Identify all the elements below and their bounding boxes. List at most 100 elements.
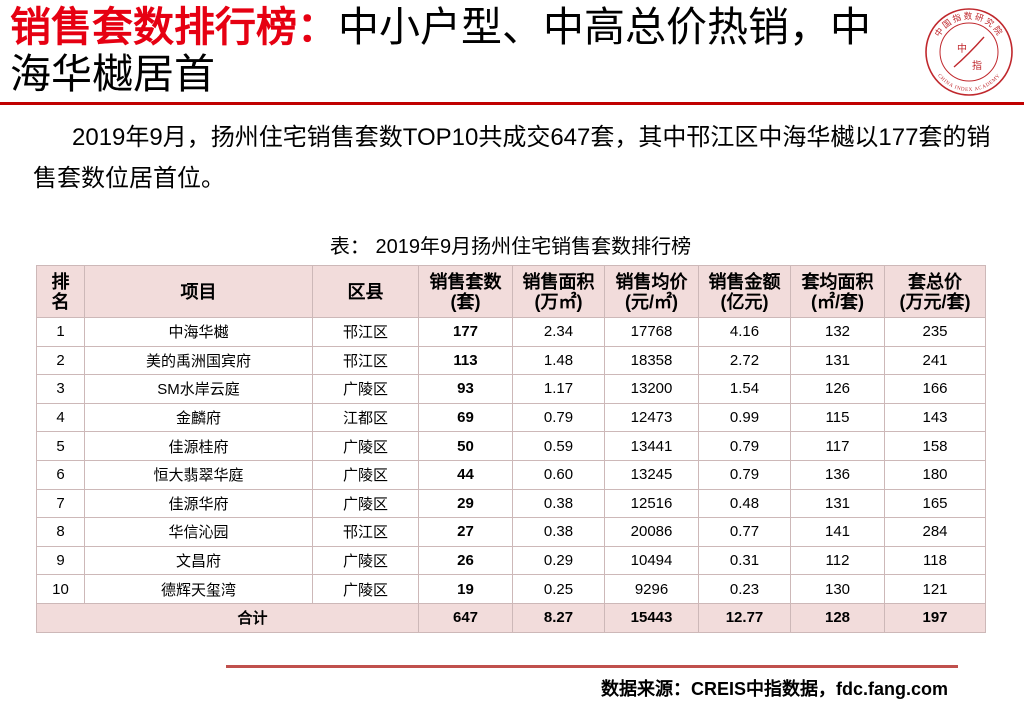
cell-sales-amount: 0.99 xyxy=(698,402,791,433)
cell-sales-amount: 0.77 xyxy=(698,517,791,547)
total-avg-price: 15443 xyxy=(604,602,699,633)
header-avg-area: 套均面积 (㎡/套) xyxy=(790,265,885,318)
cell-units-sold: 26 xyxy=(418,545,513,576)
cell-area-sold: 0.79 xyxy=(512,402,605,433)
logo-inner-ring xyxy=(939,22,999,82)
table-caption: 表： 2019年9月扬州住宅销售套数排行榜 xyxy=(329,236,692,258)
table-total-row: 合计 647 8.27 15443 12.77 128 197 xyxy=(36,602,986,633)
table-row: 9 文昌府 广陵区 26 0.29 10494 0.31 112 118 xyxy=(36,545,986,576)
cell-rank: 9 xyxy=(36,545,85,576)
table-header-row: 排名 项目 区县 销售套数 (套) 销售面积 (万㎡) 销售均价 (元/㎡) 销售金额… xyxy=(36,265,986,318)
cell-rank: 5 xyxy=(36,431,85,461)
cell-avg-area: 126 xyxy=(790,374,885,404)
cell-units-sold: 27 xyxy=(418,517,513,547)
cell-avg-price: 10494 xyxy=(604,545,699,576)
total-avg-total-price: 197 xyxy=(884,602,986,633)
cell-district: 广陵区 xyxy=(312,374,419,404)
header-project: 项目 xyxy=(84,265,313,318)
cell-project: 恒大翡翠华庭 xyxy=(84,459,313,490)
table-row: 7 佳源华府 广陵区 29 0.38 12516 0.48 131 165 xyxy=(36,488,986,519)
table-row: 1 中海华樾 邗江区 177 2.34 17768 4.16 132 235 xyxy=(36,317,986,347)
logo-center-char-1: 中 xyxy=(957,42,967,55)
cell-units-sold: 29 xyxy=(418,488,513,519)
cell-avg-area: 141 xyxy=(790,517,885,547)
logo-outer-ring xyxy=(925,8,1013,96)
logo-center-divider xyxy=(953,36,985,68)
cell-rank: 1 xyxy=(36,317,85,347)
total-label: 合计 xyxy=(36,602,419,633)
header-area-sold: 销售面积 (万㎡) xyxy=(512,265,605,318)
cell-project: 中海华樾 xyxy=(84,317,313,347)
cell-avg-area: 131 xyxy=(790,345,885,376)
cell-units-sold: 93 xyxy=(418,374,513,404)
cell-units-sold: 177 xyxy=(418,317,513,347)
cell-rank: 10 xyxy=(36,574,85,604)
cell-sales-amount: 4.16 xyxy=(698,317,791,347)
cell-rank: 7 xyxy=(36,488,85,519)
cell-project: 佳源华府 xyxy=(84,488,313,519)
header-units-sold: 销售套数 (套) xyxy=(418,265,513,318)
table-row: 6 恒大翡翠华庭 广陵区 44 0.60 13245 0.79 136 180 xyxy=(36,459,986,490)
cell-area-sold: 0.38 xyxy=(512,488,605,519)
cell-avg-total-price: 158 xyxy=(884,431,986,461)
table-row: 2 美的禹洲国宾府 邗江区 113 1.48 18358 2.72 131 24… xyxy=(36,345,986,376)
cell-project: 文昌府 xyxy=(84,545,313,576)
china-index-academy-logo-icon: 中国指数研究院 CHINA INDEX ACADEMY 中 指 xyxy=(925,8,1013,96)
cell-avg-area: 131 xyxy=(790,488,885,519)
cell-district: 广陵区 xyxy=(312,431,419,461)
cell-district: 广陵区 xyxy=(312,488,419,519)
total-avg-area: 128 xyxy=(790,602,885,633)
table-row: 10 德辉天玺湾 广陵区 19 0.25 9296 0.23 130 121 xyxy=(36,574,986,604)
cell-area-sold: 0.29 xyxy=(512,545,605,576)
cell-district: 邗江区 xyxy=(312,517,419,547)
cell-sales-amount: 2.72 xyxy=(698,345,791,376)
cell-avg-area: 115 xyxy=(790,402,885,433)
cell-units-sold: 69 xyxy=(418,402,513,433)
cell-sales-amount: 1.54 xyxy=(698,374,791,404)
title-divider xyxy=(0,102,1024,105)
cell-avg-total-price: 121 xyxy=(884,574,986,604)
total-area-sold: 8.27 xyxy=(512,602,605,633)
page-title: 销售套数排行榜：中小户型、中高总价热销，中海华樾居首 xyxy=(10,4,895,98)
cell-avg-total-price: 180 xyxy=(884,459,986,490)
cell-area-sold: 0.59 xyxy=(512,431,605,461)
cell-project: SM水岸云庭 xyxy=(84,374,313,404)
cell-sales-amount: 0.31 xyxy=(698,545,791,576)
cell-area-sold: 2.34 xyxy=(512,317,605,347)
title-text: 中小户型、中高总价热销，中海华樾居首 xyxy=(10,4,871,97)
cell-rank: 4 xyxy=(36,402,85,433)
cell-sales-amount: 0.48 xyxy=(698,488,791,519)
total-units-sold: 647 xyxy=(418,602,513,633)
cell-avg-total-price: 166 xyxy=(884,374,986,404)
cell-avg-total-price: 143 xyxy=(884,402,986,433)
cell-sales-amount: 0.79 xyxy=(698,459,791,490)
cell-district: 广陵区 xyxy=(312,459,419,490)
cell-units-sold: 44 xyxy=(418,459,513,490)
cell-avg-price: 12516 xyxy=(604,488,699,519)
ranking-table: 排名 项目 区县 销售套数 (套) 销售面积 (万㎡) 销售均价 (元/㎡) 销售金额… xyxy=(36,265,986,633)
table-row: 8 华信沁园 邗江区 27 0.38 20086 0.77 141 284 xyxy=(36,517,986,547)
cell-sales-amount: 0.23 xyxy=(698,574,791,604)
cell-avg-price: 13441 xyxy=(604,431,699,461)
cell-area-sold: 0.25 xyxy=(512,574,605,604)
summary-text: 2019年9月，扬州住宅销售套数TOP10共成交647套，其中邗江区中海华樾以1… xyxy=(33,124,991,192)
table-row: 3 SM水岸云庭 广陵区 93 1.17 13200 1.54 126 166 xyxy=(36,374,986,404)
cell-area-sold: 1.17 xyxy=(512,374,605,404)
cell-avg-total-price: 235 xyxy=(884,317,986,347)
cell-avg-price: 17768 xyxy=(604,317,699,347)
cell-avg-price: 13200 xyxy=(604,374,699,404)
cell-avg-price: 13245 xyxy=(604,459,699,490)
total-sales-amount: 12.77 xyxy=(698,602,791,633)
footer-divider xyxy=(226,665,958,668)
header-district: 区县 xyxy=(312,265,419,318)
cell-project: 德辉天玺湾 xyxy=(84,574,313,604)
cell-project: 佳源桂府 xyxy=(84,431,313,461)
cell-avg-area: 132 xyxy=(790,317,885,347)
cell-rank: 8 xyxy=(36,517,85,547)
cell-district: 广陵区 xyxy=(312,545,419,576)
cell-project: 美的禹洲国宾府 xyxy=(84,345,313,376)
cell-units-sold: 50 xyxy=(418,431,513,461)
cell-avg-total-price: 118 xyxy=(884,545,986,576)
cell-district: 邗江区 xyxy=(312,317,419,347)
cell-avg-area: 117 xyxy=(790,431,885,461)
